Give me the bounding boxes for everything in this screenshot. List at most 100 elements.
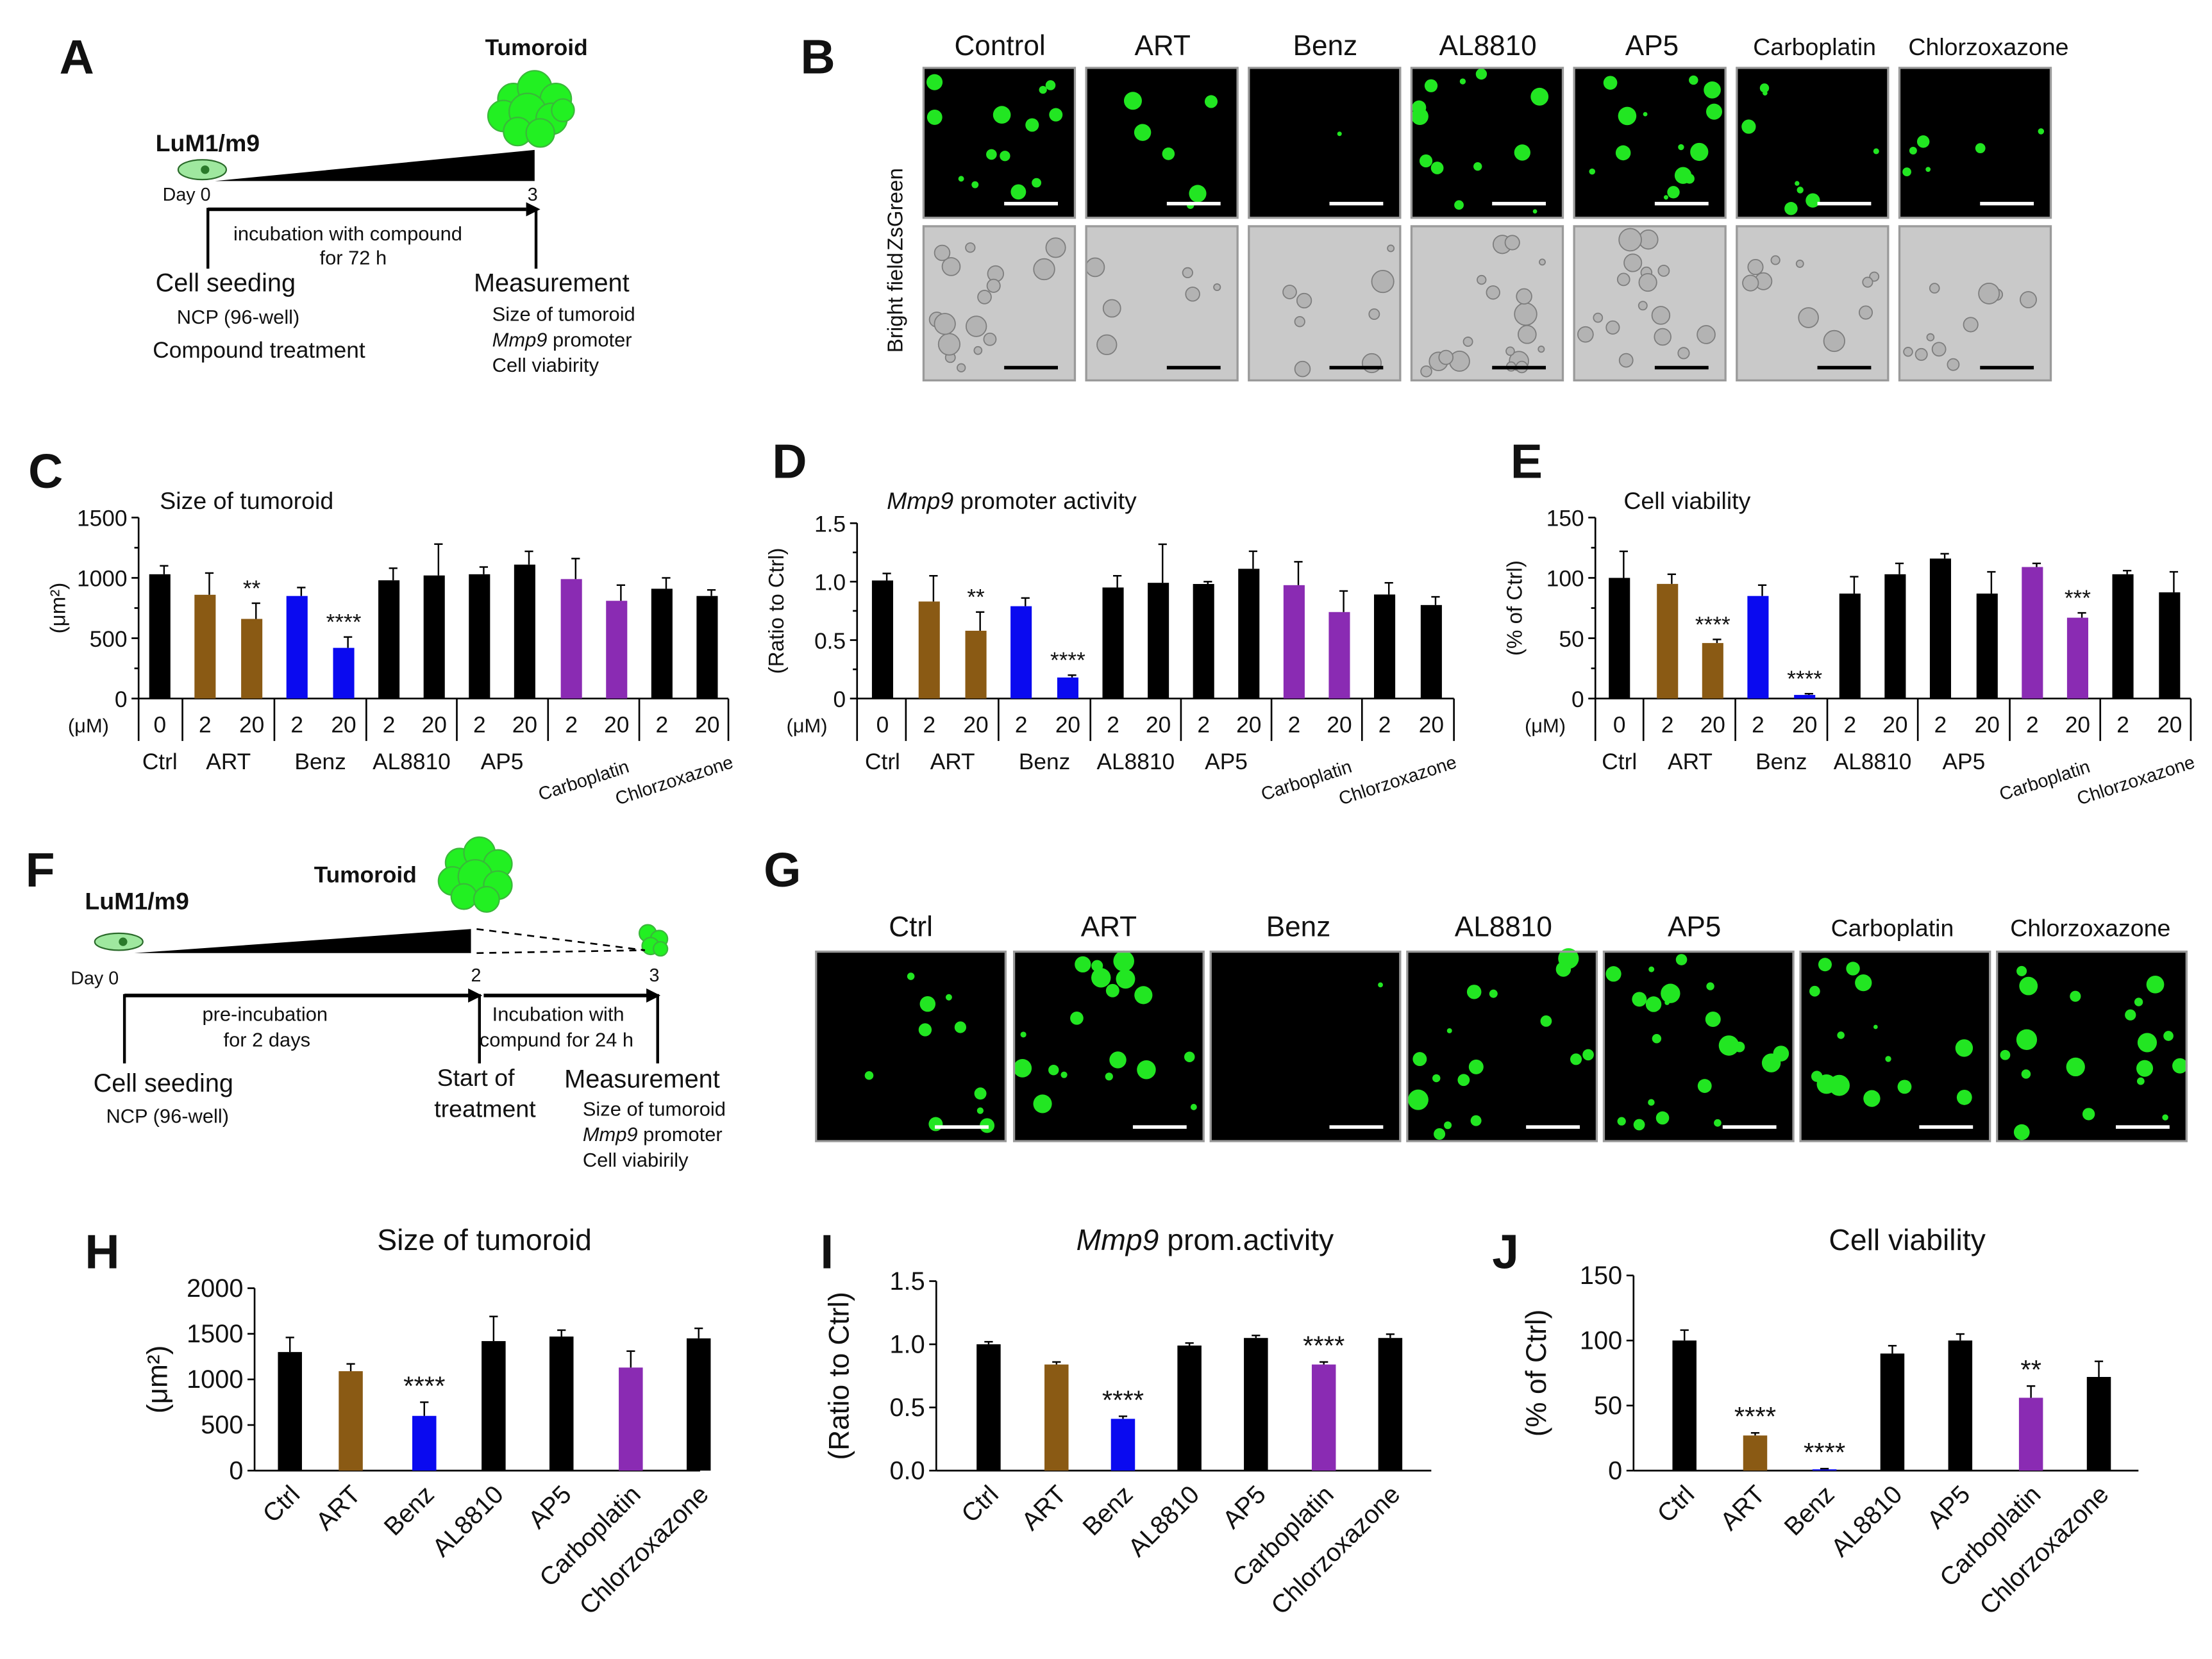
y-tick-label: 0 <box>1608 1456 1622 1485</box>
bar-ctrl <box>1238 569 1260 699</box>
fluorescent-spot <box>1010 184 1026 200</box>
growth-wedge <box>134 929 471 953</box>
panel-b-zsgreen-image <box>1573 67 1727 219</box>
y-tick-label: 0 <box>115 687 128 712</box>
fluorescent-spot <box>2125 1009 2136 1021</box>
fluorescent-spot <box>1048 1065 1059 1076</box>
concentration-label: 2 <box>565 713 578 738</box>
fluorescent-spot <box>1091 968 1111 988</box>
y-axis-label: (Ratio to Ctrl) <box>824 1292 855 1460</box>
y-tick-label: 1000 <box>77 567 127 592</box>
bar-benz <box>1010 606 1032 699</box>
image-frame <box>1012 950 1205 1142</box>
brightfield-background <box>1736 226 1888 381</box>
bar-ctrl <box>1948 1340 1973 1471</box>
group-label: Benz <box>1755 749 1807 774</box>
concentration-label: 20 <box>1055 713 1080 738</box>
fluorescent-spot <box>1032 178 1042 188</box>
concentration-label: 2 <box>290 713 303 738</box>
fluorescent-spot <box>926 110 943 125</box>
y-tick-label: 100 <box>1546 567 1584 592</box>
fluorescence-background <box>1736 67 1888 218</box>
panel-b-brightfield-image <box>922 225 1077 382</box>
fluorescent-spot <box>1189 185 1207 203</box>
cell-cluster <box>1371 270 1395 294</box>
panel-label-e: E <box>1511 435 1543 488</box>
panel-label-h: H <box>85 1225 119 1279</box>
panel-f-day3: 3 <box>649 965 660 986</box>
fluorescent-spot <box>2162 1114 2168 1121</box>
bar-ctrl <box>549 1336 574 1471</box>
y-tick-label: 0 <box>833 687 846 712</box>
bar-ctrl <box>1420 604 1442 699</box>
fluorescent-spot <box>1678 144 1684 151</box>
fluorescence-background <box>1604 951 1794 1142</box>
image-frame <box>1736 67 1889 219</box>
fluorescent-spot <box>1162 147 1175 160</box>
panel-g-image-row: Ctrl ART Benz AL8810 AP5 Carboplatin Chl… <box>815 911 2188 1142</box>
category-label: ART <box>1016 1480 1072 1536</box>
group-label: Chlorzoxazone <box>1336 752 1459 810</box>
fluorescent-spot <box>1123 92 1142 110</box>
panel-f-pre-2: for 2 days <box>224 1028 311 1051</box>
y-tick-label: 500 <box>201 1411 243 1439</box>
significance-marker: **** <box>1804 1437 1845 1467</box>
cell-icon <box>94 932 144 951</box>
fluorescent-spot <box>1652 1034 1662 1044</box>
bar-carboplatin <box>1311 1364 1336 1471</box>
brightfield-background <box>1574 226 1726 381</box>
fluorescent-spot <box>926 74 943 90</box>
y-axis-label: (% of Ctrl) <box>1521 1310 1552 1437</box>
panel-d-chart: Mmp9 promoter activity (Ratio to Ctrl) 0 0.… <box>765 487 1459 810</box>
fluorescent-spot <box>1060 1071 1068 1078</box>
group-label: Benz <box>1019 749 1070 774</box>
concentration-label: 20 <box>239 713 264 738</box>
tumoroid-cluster-icon <box>437 836 513 913</box>
cell-icon <box>177 159 228 181</box>
fluorescent-spot <box>1459 78 1466 85</box>
fluorescent-spot <box>1741 119 1756 134</box>
panel-a-measure-mmp9: Mmp9 promoter <box>492 328 632 351</box>
panel-g-col-benz: Benz <box>1266 911 1331 942</box>
fluorescent-spot <box>1704 81 1721 99</box>
chart-title: Cell viability <box>1829 1223 1986 1256</box>
panel-a-schematic: Tumoroid LuM1/m9 Day 0 3 incubation with… <box>153 35 635 376</box>
bar-ctrl <box>1609 578 1630 699</box>
fluorescent-spot <box>2016 965 2027 976</box>
fluorescence-background <box>1407 951 1597 1142</box>
fluorescent-spot <box>1706 982 1714 990</box>
fluorescent-spot <box>954 1021 966 1033</box>
fluorescent-spot <box>1603 76 1618 90</box>
fluorescent-spot <box>1184 1051 1195 1062</box>
fluorescence-background <box>1086 67 1238 218</box>
fluorescence-background <box>923 67 1075 218</box>
cell-cluster <box>1538 346 1545 353</box>
concentration-label: 0 <box>876 713 889 738</box>
fluorescent-spot <box>1667 186 1680 199</box>
category-label: ART <box>1715 1480 1771 1536</box>
cell-cluster <box>1539 258 1546 266</box>
cell-cluster <box>1477 274 1487 285</box>
fluorescent-spot <box>1555 962 1571 977</box>
panel-f-inc-arrowhead <box>646 988 661 1003</box>
panel-g-zsgreen-image <box>815 950 1007 1142</box>
cell-cluster <box>1862 276 1873 288</box>
cell-cluster <box>1518 324 1537 344</box>
panel-label-f: F <box>26 843 55 897</box>
fluorescent-spot <box>1412 100 1427 115</box>
bar-ctrl <box>423 575 445 699</box>
cell-cluster <box>965 315 987 337</box>
y-tick-label: 100 <box>1580 1326 1622 1355</box>
significance-marker: *** <box>2065 586 2091 611</box>
fluorescent-spot <box>1430 162 1444 174</box>
cell-cluster <box>1903 347 1913 357</box>
bar-ctrl <box>1102 587 1124 699</box>
panel-f-start-2: treatment <box>434 1096 536 1122</box>
fluorescent-spot <box>1473 162 1482 171</box>
cell-cluster <box>1605 320 1620 335</box>
bar-benz <box>1747 596 1769 699</box>
cell-cluster <box>1438 349 1454 365</box>
panel-b-zsgreen-image <box>922 67 1077 219</box>
concentration-label: 2 <box>1661 713 1674 738</box>
fluorescent-spot <box>1897 1080 1912 1094</box>
